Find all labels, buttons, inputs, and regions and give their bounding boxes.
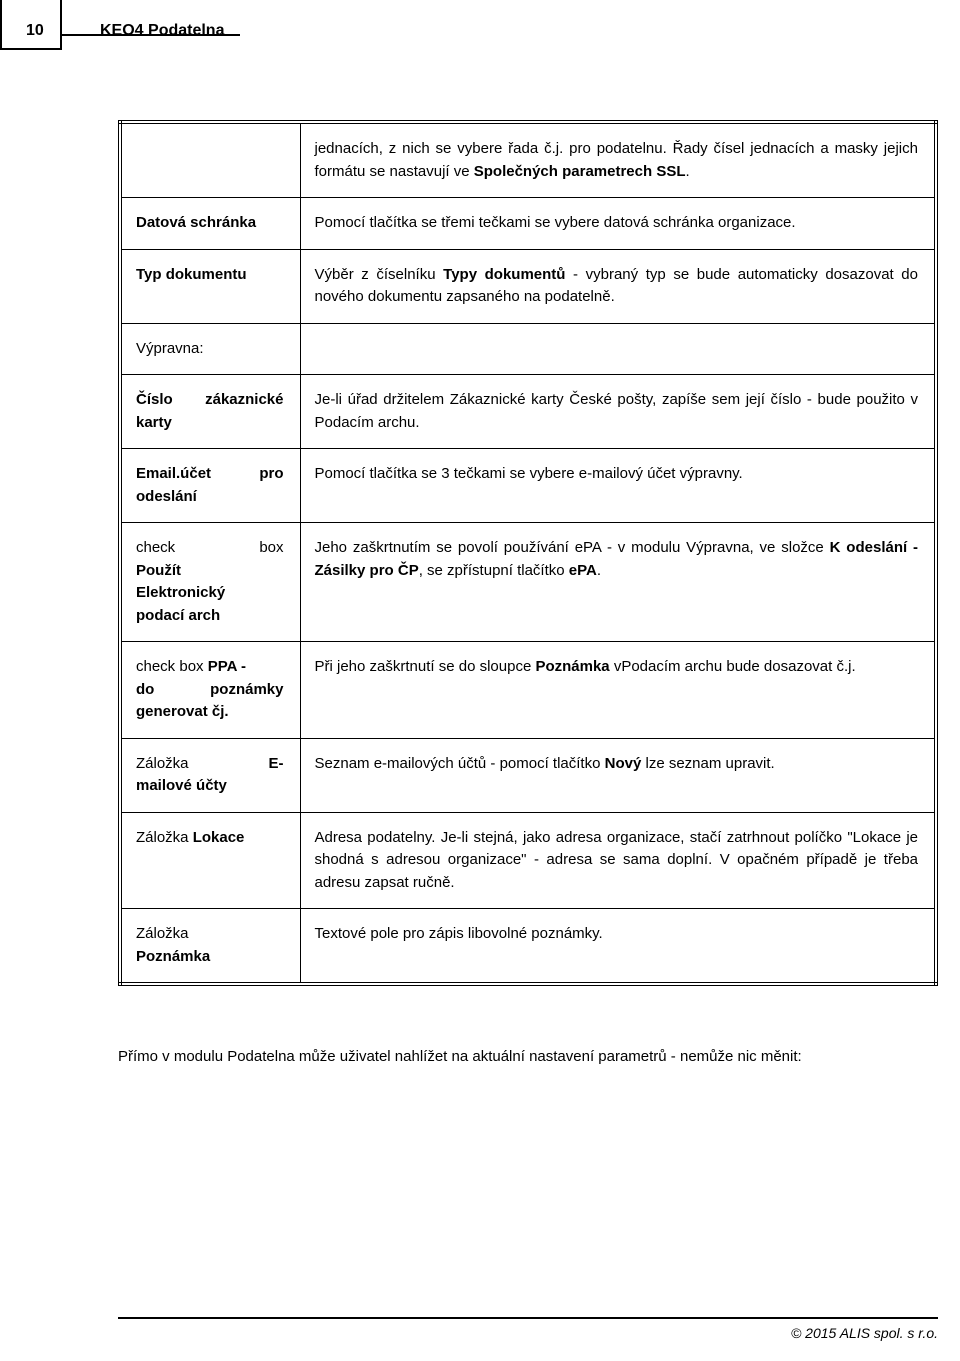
table-row: ZáložkaPoznámkaTextové pole pro zápis li… <box>120 909 936 985</box>
content-area: jednacích, z nich se vybere řada č.j. pr… <box>118 120 938 1069</box>
table-row: Typ dokumentuVýběr z číselníku Typy doku… <box>120 249 936 323</box>
row-description <box>300 323 936 375</box>
table-row: Datová schránkaPomocí tlačítka se třemi … <box>120 198 936 250</box>
table-row: Výpravna: <box>120 323 936 375</box>
row-description: Je-li úřad držitelem Zákaznické karty Če… <box>300 375 936 449</box>
row-description: Adresa podatelny. Je-li stejná, jako adr… <box>300 812 936 909</box>
row-description: jednacích, z nich se vybere řada č.j. pr… <box>300 122 936 198</box>
table-row: Záložka LokaceAdresa podatelny. Je-li st… <box>120 812 936 909</box>
row-label: Záložka E-mailové účty <box>120 738 300 812</box>
definition-table: jednacích, z nich se vybere řada č.j. pr… <box>118 120 938 986</box>
row-description: Seznam e-mailových účtů - pomocí tlačítk… <box>300 738 936 812</box>
row-description: Pomocí tlačítka se 3 tečkami se vybere e… <box>300 449 936 523</box>
row-label: Výpravna: <box>120 323 300 375</box>
table-row: Číslo zákaznickékartyJe-li úřad držitele… <box>120 375 936 449</box>
row-label: Email.účet proodeslání <box>120 449 300 523</box>
row-label: Záložka Lokace <box>120 812 300 909</box>
table-row: Email.účet proodesláníPomocí tlačítka se… <box>120 449 936 523</box>
page-footer: © 2015 ALIS spol. s r.o. <box>118 1317 938 1341</box>
row-label: Datová schránka <box>120 198 300 250</box>
row-label: check boxPoužítElektronickýpodací arch <box>120 523 300 642</box>
row-description: Textové pole pro zápis libovolné poznámk… <box>300 909 936 985</box>
table-row: check boxPoužítElektronickýpodací archJe… <box>120 523 936 642</box>
row-label: ZáložkaPoznámka <box>120 909 300 985</box>
page-number-box: 10 <box>0 0 62 50</box>
page-number: 10 <box>26 22 44 39</box>
row-label: Číslo zákaznickékarty <box>120 375 300 449</box>
table-row: Záložka E-mailové účtySeznam e-mailových… <box>120 738 936 812</box>
document-title: KEO4 Podatelna <box>100 22 224 40</box>
copyright: © 2015 ALIS spol. s r.o. <box>791 1325 938 1341</box>
table-row: check box PPA -do poznámkygenerovat čj.P… <box>120 642 936 739</box>
row-label <box>120 122 300 198</box>
row-description: Při jeho zaškrtnutí se do sloupce Poznám… <box>300 642 936 739</box>
below-paragraph: Přímo v modulu Podatelna může uživatel n… <box>118 1046 938 1069</box>
row-description: Pomocí tlačítka se třemi tečkami se vybe… <box>300 198 936 250</box>
table-row: jednacích, z nich se vybere řada č.j. pr… <box>120 122 936 198</box>
row-description: Jeho zaškrtnutím se povolí používání ePA… <box>300 523 936 642</box>
row-label: check box PPA -do poznámkygenerovat čj. <box>120 642 300 739</box>
row-label: Typ dokumentu <box>120 249 300 323</box>
row-description: Výběr z číselníku Typy dokumentů - vybra… <box>300 249 936 323</box>
